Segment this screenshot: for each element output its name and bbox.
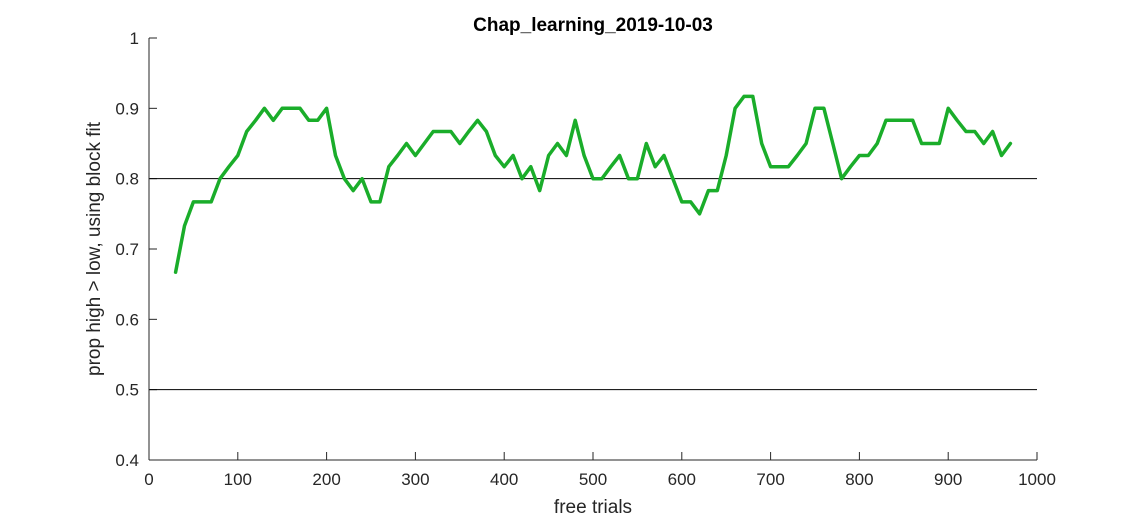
reference-lines (149, 178, 1037, 391)
y-tick-label: 1 (130, 29, 139, 48)
x-tick-label: 700 (756, 470, 784, 489)
x-tick-label: 200 (312, 470, 340, 489)
x-tick-label: 1000 (1018, 470, 1056, 489)
x-tick-label: 500 (579, 470, 607, 489)
axes (148, 38, 1037, 461)
y-tick-label: 0.7 (115, 240, 139, 259)
y-tick-label: 0.6 (115, 310, 139, 329)
series-group (173, 94, 1013, 274)
tick-labels: 0 100 200 300 400 500 600 700 800 900 1000 0.4 0.5 0.… (115, 29, 1056, 489)
y-axis-label: prop high > low, using block fit (84, 121, 105, 376)
x-tick-label: 100 (224, 470, 252, 489)
x-tick-label: 300 (401, 470, 429, 489)
x-tick-label: 0 (144, 470, 153, 489)
y-tick-label: 0.8 (115, 170, 139, 189)
series-line (173, 94, 1013, 274)
x-tick-label: 600 (668, 470, 696, 489)
x-axis-label: free trials (554, 497, 632, 518)
x-tick-label: 900 (934, 470, 962, 489)
y-tick-label: 0.5 (115, 381, 139, 400)
chart-title: Chap_learning_2019-10-03 (473, 15, 713, 36)
x-tick-label: 800 (845, 470, 873, 489)
axis-ticks (148, 37, 1038, 461)
y-tick-label: 0.9 (115, 99, 139, 118)
x-tick-label: 400 (490, 470, 518, 489)
y-tick-label: 0.4 (115, 451, 139, 470)
